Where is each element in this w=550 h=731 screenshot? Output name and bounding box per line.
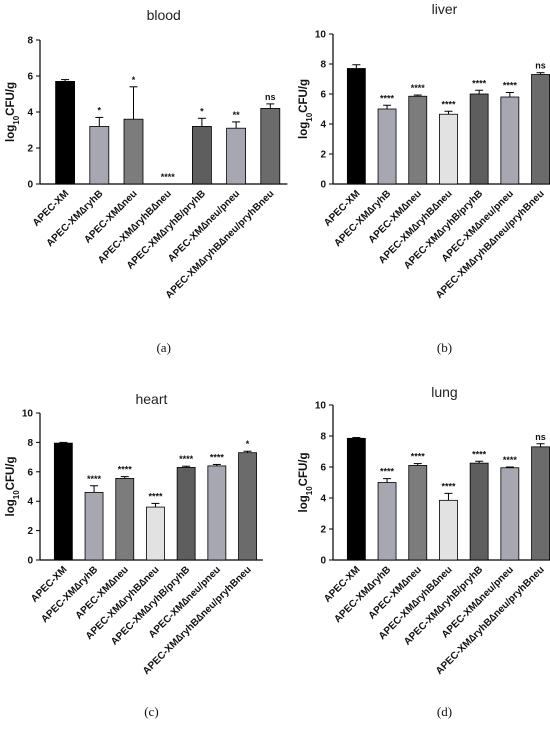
bar	[408, 95, 428, 185]
panel-label: (d)	[437, 704, 452, 719]
chart-panel-4: lunglog10CFU/g0246810APEC-XM****APEC-XM∆…	[298, 384, 550, 719]
y-tick-label: 4	[320, 494, 326, 505]
significance-label: ****	[118, 465, 133, 475]
y-tick-label: 6	[27, 72, 33, 83]
panel-label: (c)	[144, 704, 158, 719]
panel-label: (b)	[437, 340, 452, 355]
category-label: APEC-XM∆ryhB	[332, 564, 393, 625]
significance-label: ****	[441, 481, 456, 491]
y-tick-label: 0	[27, 556, 33, 567]
chart-title: heart	[135, 391, 167, 407]
y-tick-label: 8	[320, 60, 326, 71]
bar	[500, 467, 520, 561]
bar	[55, 81, 75, 185]
y-tick-label: 10	[22, 409, 34, 420]
y-tick-label: 4	[27, 108, 33, 119]
bar	[469, 462, 489, 561]
significance-label: **	[233, 110, 241, 120]
significance-label: ****	[411, 452, 426, 462]
y-tick-label: 4	[27, 497, 33, 508]
y-axis-label: log10CFU/g	[5, 82, 21, 142]
significance-label: ****	[380, 93, 395, 103]
bar	[377, 108, 397, 185]
bar	[226, 127, 247, 185]
y-tick-label: 8	[27, 36, 33, 47]
significance-label: ****	[472, 78, 487, 88]
bar	[146, 506, 165, 561]
y-tick-label: 10	[315, 30, 327, 41]
chart-panel-3: heartlog10CFU/g0246810APEC-XM****APEC-XM…	[5, 391, 263, 719]
bar	[346, 437, 366, 561]
significance-label: ns	[535, 61, 546, 71]
significance-label: *	[98, 105, 102, 115]
y-tick-label: 2	[320, 525, 326, 536]
significance-label: ****	[179, 454, 194, 464]
bar	[123, 118, 144, 185]
y-tick-label: 4	[320, 120, 326, 131]
y-tick-label: 6	[27, 467, 33, 478]
chart-title: lung	[431, 384, 457, 400]
bar	[84, 491, 104, 561]
y-tick-label: 2	[320, 150, 326, 161]
chart-title: blood	[147, 7, 181, 23]
bar	[346, 68, 366, 185]
significance-label: ****	[161, 172, 176, 182]
significance-label: *	[246, 439, 250, 449]
bar	[53, 442, 73, 561]
category-label: APEC-XM∆neu	[74, 564, 131, 621]
bar	[439, 499, 458, 561]
bar	[89, 126, 110, 185]
significance-label: *	[200, 106, 204, 116]
bar	[260, 108, 281, 185]
y-tick-label: 10	[315, 401, 327, 412]
significance-label: ****	[503, 455, 518, 465]
bar	[115, 478, 135, 561]
significance-label: ****	[411, 83, 426, 93]
panel-label: (a)	[156, 340, 170, 355]
category-label: APEC-XM∆neu	[367, 564, 424, 621]
chart-panel-1: bloodlog10CFU/g02468APEC-XM*APEC-XM∆ryhB…	[5, 7, 288, 355]
category-label: APEC-XM∆neu	[367, 188, 424, 245]
significance-label: ****	[210, 452, 225, 462]
bar	[500, 96, 520, 185]
y-axis-label: log10CFU/g	[298, 452, 314, 512]
y-axis-label: log10CFU/g	[5, 456, 21, 516]
category-label: APEC-XM∆ryhB	[332, 188, 393, 249]
significance-label: ns	[535, 432, 546, 442]
chart-panel-2: liverlog10CFU/g0246810APEC-XM****APEC-XM…	[298, 1, 550, 355]
bar	[469, 93, 489, 185]
y-tick-label: 6	[320, 463, 326, 474]
chart-title: liver	[432, 1, 458, 17]
bar	[439, 113, 458, 185]
category-label: APEC-XM∆ryhB	[39, 564, 100, 625]
y-tick-label: 2	[27, 144, 33, 155]
y-tick-label: 0	[27, 180, 33, 191]
significance-label: ****	[87, 474, 102, 484]
significance-label: ****	[472, 449, 487, 459]
significance-label: ****	[503, 81, 518, 91]
y-axis-label: log10CFU/g	[298, 79, 314, 139]
y-tick-label: 6	[320, 90, 326, 101]
y-tick-label: 0	[320, 556, 326, 567]
y-tick-label: 8	[320, 432, 326, 443]
bar	[531, 74, 550, 185]
significance-label: *	[132, 75, 136, 85]
bar	[207, 465, 227, 561]
bar	[377, 482, 397, 561]
bar	[531, 446, 550, 561]
bar	[191, 126, 212, 185]
significance-label: ****	[148, 491, 163, 501]
significance-label: ****	[441, 99, 456, 109]
y-tick-label: 0	[320, 180, 326, 191]
significance-label: ****	[380, 467, 395, 477]
y-tick-label: 8	[27, 438, 33, 449]
bar	[408, 465, 428, 561]
bar	[238, 452, 257, 561]
bar	[176, 466, 196, 561]
y-tick-label: 2	[27, 526, 33, 537]
significance-label: ns	[265, 92, 276, 102]
